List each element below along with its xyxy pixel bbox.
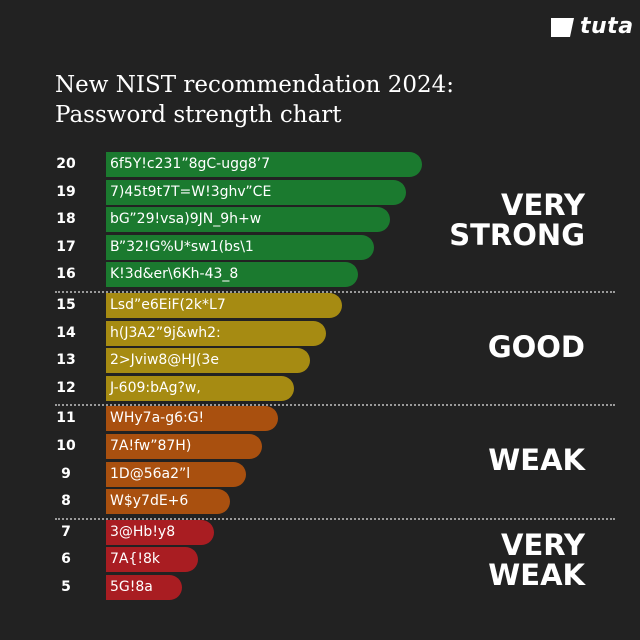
bar — [106, 348, 310, 374]
length-label: 16 — [56, 266, 76, 283]
length-label: 20 — [56, 156, 76, 172]
password-example: Lsd”e6EiF(2k*L7 — [110, 297, 226, 313]
bar — [106, 179, 406, 205]
logo-text: tuta — [580, 14, 634, 39]
bar — [106, 207, 390, 233]
length-label: 5 — [61, 579, 71, 595]
bar — [106, 375, 294, 401]
length-label: 7 — [61, 523, 71, 540]
password-example: 3@Hb!y8 — [110, 523, 176, 540]
password-example: bG”29!vsa)9JN_9h+w — [110, 211, 262, 228]
bar — [106, 461, 246, 487]
password-example: B”32!G%U*sw1(bs\1 — [110, 238, 254, 255]
bar — [106, 547, 198, 573]
password-example: 7A{!8k — [110, 551, 161, 568]
category-label-line: WEAK — [488, 557, 585, 592]
bar — [106, 519, 214, 545]
length-label: 17 — [56, 238, 76, 255]
length-label: 6 — [61, 551, 71, 568]
length-label: 18 — [56, 211, 76, 228]
length-label: 10 — [56, 438, 76, 454]
length-label: 11 — [56, 410, 76, 427]
password-example: h(J3A2”9j&wh2: — [110, 324, 221, 341]
chart-title: New NIST recommendation 2024: Password s… — [55, 70, 454, 130]
password-example: WHy7a-g6:G! — [110, 410, 205, 427]
group-divider — [55, 517, 615, 520]
length-label: 12 — [56, 379, 76, 396]
bar — [106, 406, 278, 432]
group-divider — [55, 404, 615, 407]
length-label: 8 — [61, 493, 71, 510]
length-label: 15 — [56, 297, 76, 313]
group-divider — [55, 291, 615, 293]
password-example: 7A!fw”87H) — [110, 438, 192, 454]
password-example: 6f5Y!c231”8gC-ugg8’7 — [110, 156, 271, 172]
bar — [106, 234, 374, 260]
password-example: 7)45t9t7T=W!3ghv”CE — [110, 183, 272, 200]
bar — [106, 575, 182, 600]
category-label-line: GOOD — [487, 329, 585, 364]
title-line-1: New NIST recommendation 2024: — [55, 72, 455, 98]
strength-category-label: GOOD — [488, 332, 585, 362]
password-example: 1D@56a2”l — [110, 465, 191, 482]
password-example: W$y7dE+6 — [110, 493, 189, 510]
bar — [106, 293, 342, 318]
password-example: J-609:bAg?w, — [110, 379, 201, 396]
title-line-2: Password strength chart — [55, 102, 342, 128]
strength-category-label: VERY STRONG — [449, 190, 585, 250]
category-label-line: STRONG — [449, 217, 585, 252]
category-label-line: WEAK — [488, 443, 585, 478]
password-example: K!3d&er\6Kh-43_8 — [110, 266, 239, 283]
strength-category-label: VERY WEAK — [488, 530, 585, 590]
length-label: 9 — [61, 465, 71, 482]
category-label-line: VERY — [501, 527, 585, 562]
bar — [106, 262, 358, 288]
bar — [106, 434, 262, 459]
length-label: 14 — [56, 324, 76, 341]
strength-category-label: WEAK — [488, 445, 585, 475]
bar — [106, 152, 422, 177]
bar — [106, 489, 230, 515]
length-label: 19 — [56, 183, 76, 200]
tuta-logo: tuta — [550, 14, 634, 39]
category-label-line: VERY — [501, 187, 585, 222]
bar — [106, 320, 326, 346]
password-example: 5G!8a — [110, 579, 153, 595]
tuta-logo-icon — [551, 17, 574, 37]
password-example: 2>Jviw8@HJ(3e — [110, 352, 219, 369]
length-label: 13 — [56, 352, 76, 369]
